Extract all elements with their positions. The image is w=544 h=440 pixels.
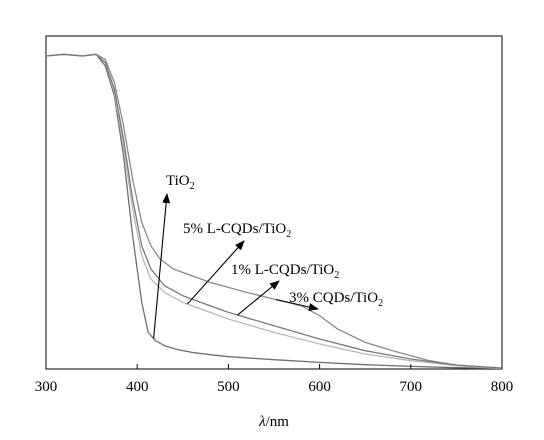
annotation-arrow-0 xyxy=(153,193,171,339)
x-tick-label-5: 800 xyxy=(491,379,514,395)
annotations: TiO2 5% L-CQDs/TiO2 1% L-CQDs/TiO2 3% CQDs/… xyxy=(153,173,383,339)
series-line-1 xyxy=(45,53,503,369)
x-tick-label-2: 500 xyxy=(217,379,240,395)
series-layer xyxy=(45,53,503,369)
annotation-label-0: TiO2 xyxy=(166,173,195,192)
annotation-arrow-3 xyxy=(275,298,319,311)
x-tick-label-4: 700 xyxy=(400,379,423,395)
annotation-label-3: 3% CQDs/TiO2 xyxy=(289,290,383,309)
series-line-2 xyxy=(45,53,503,369)
x-axis-label: λ/nm xyxy=(258,414,289,430)
series-line-0 xyxy=(45,53,503,369)
x-axis-variable: λ xyxy=(258,414,266,430)
x-axis-unit: /nm xyxy=(266,414,290,430)
annotation-label-2: 1% L-CQDs/TiO2 xyxy=(231,262,339,281)
plot-frame xyxy=(45,35,503,370)
x-axis: 300 400 500 600 700 800 xyxy=(35,364,514,395)
series-line-3 xyxy=(45,53,503,369)
x-tick-label-3: 600 xyxy=(308,379,331,395)
annotation-label-1: 5% L-CQDs/TiO2 xyxy=(183,221,291,240)
annotation-arrow-1 xyxy=(186,240,245,305)
x-tick-label-0: 300 xyxy=(35,379,58,395)
x-tick-label-1: 400 xyxy=(126,379,149,395)
annotation-arrow-2 xyxy=(237,280,280,316)
